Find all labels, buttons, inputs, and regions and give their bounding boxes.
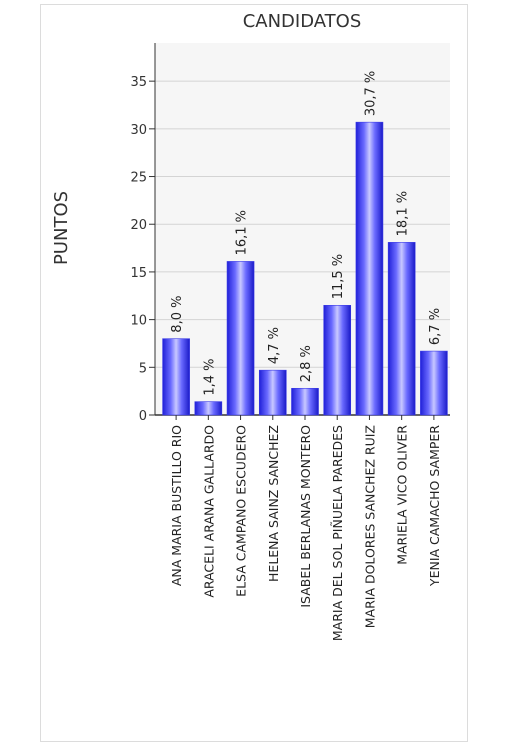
chart-title: CANDIDATOS	[243, 11, 362, 32]
bar	[162, 338, 190, 416]
data-label: 6,7 %	[428, 308, 443, 345]
data-label: 1,4 %	[202, 358, 217, 395]
category-label: ARACELI ARANA GALLARDO	[201, 425, 216, 598]
category-label: ANA MARIA BUSTILLO RIO	[169, 425, 184, 586]
y-tick-label: 15	[130, 266, 147, 281]
data-label: 16,1 %	[235, 210, 250, 255]
y-tick-label: 35	[130, 75, 147, 90]
bar	[387, 242, 416, 416]
y-tick-label: 25	[130, 171, 147, 186]
category-label: MARIELA VICO OLIVER	[395, 425, 410, 565]
y-tick-label: 5	[139, 361, 147, 376]
y-tick-label: 30	[130, 123, 147, 138]
data-label: 11,5 %	[331, 254, 346, 299]
category-label: YENIA CAMACHO SAMPER	[427, 425, 442, 587]
y-tick-label: 0	[139, 409, 147, 424]
bar	[258, 369, 287, 416]
category-label: MARIA DOLORES SANCHEZ RUIZ	[362, 425, 377, 628]
data-label: 8,0 %	[170, 296, 185, 333]
bar	[355, 121, 384, 416]
category-label: ELSA CAMPANO ESCUDERO	[234, 425, 249, 597]
bar	[323, 305, 352, 416]
bar	[420, 350, 448, 416]
bar	[194, 401, 223, 416]
y-tick-label: 20	[130, 218, 147, 233]
data-label: 18,1 %	[396, 191, 411, 236]
data-label: 2,8 %	[299, 345, 314, 382]
bar	[291, 387, 319, 416]
y-axis-label: PUNTOS	[51, 191, 72, 265]
bar	[226, 261, 255, 416]
data-label: 30,7 %	[363, 71, 378, 116]
category-label: ISABEL BERLANAS MONTERO	[298, 425, 313, 608]
data-label: 4,7 %	[267, 327, 282, 364]
category-label: MARIA DEL SOL PIÑUELA PAREDES	[330, 425, 345, 641]
y-tick-label: 10	[130, 314, 147, 329]
category-label: HELENA SAINZ SANCHEZ	[266, 425, 281, 582]
